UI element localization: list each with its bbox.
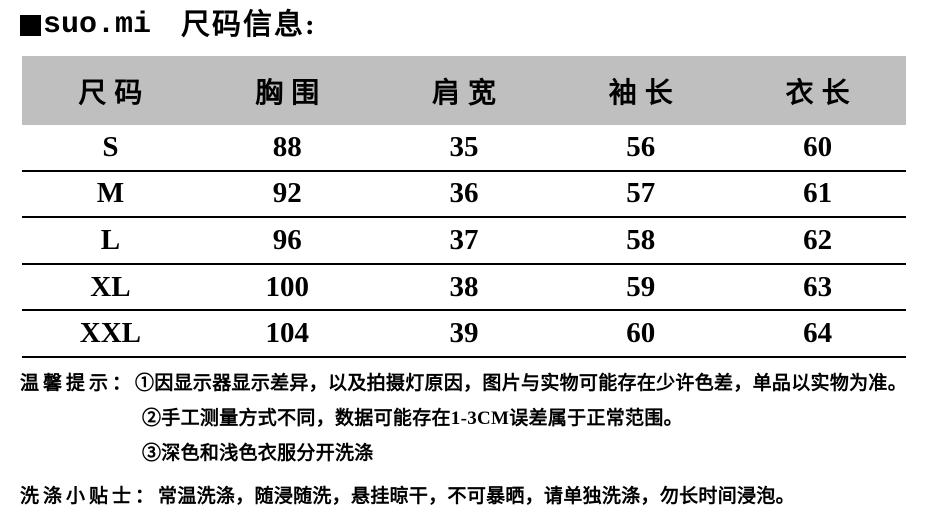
cell-sleeve: 60 [626, 317, 656, 350]
cell-shoulder: 36 [449, 177, 479, 210]
table-row-l: L 96 37 58 62 [22, 218, 906, 265]
cell-size: XXL [79, 317, 142, 350]
wash-tips-label: 洗涤小贴士： [20, 486, 159, 507]
table-row-m: M 92 36 57 61 [22, 172, 906, 219]
brand-square-icon [20, 14, 41, 36]
cell-length: 62 [803, 223, 833, 256]
header-cell-chest: 胸围 [199, 56, 376, 125]
cell-shoulder: 35 [449, 130, 479, 163]
cell-size: L [100, 223, 121, 256]
cell-chest: 100 [265, 270, 309, 303]
cell-length: 61 [803, 177, 833, 210]
cell-length: 63 [803, 270, 833, 303]
cell-shoulder: 39 [449, 317, 479, 350]
warm-tips-line-3: ③深色和浅色衣服分开洗涤 [142, 442, 374, 466]
size-info-title: 尺码信息: [181, 8, 317, 41]
header-cell-size-label: 尺码 [78, 77, 151, 109]
table-row-s: S 88 35 56 60 [22, 125, 906, 172]
cell-chest: 88 [272, 130, 302, 163]
header-cell-chest-label: 胸围 [255, 77, 328, 109]
table-row-xxl: XXL 104 39 60 64 [22, 311, 906, 358]
cell-chest: 92 [272, 177, 302, 210]
warm-tip-1: ①因显示器显示差异，以及拍摄灯原因，图片与实物可能存在少许色差，单品以实物为准。 [135, 373, 908, 394]
table-row-xl: XL 100 38 59 63 [22, 265, 906, 312]
header-cell-length: 衣长 [729, 56, 906, 125]
header-cell-size: 尺码 [22, 56, 199, 125]
cell-length: 64 [803, 317, 833, 350]
cell-chest: 96 [272, 223, 302, 256]
size-table-header-row: 尺码 胸围 肩宽 袖长 衣长 [22, 56, 906, 125]
cell-size: XL [90, 270, 131, 303]
cell-size: S [102, 130, 119, 163]
cell-sleeve: 57 [626, 177, 656, 210]
header-cell-shoulder-label: 肩宽 [431, 77, 504, 109]
cell-length: 60 [803, 130, 833, 163]
cell-sleeve: 56 [626, 130, 656, 163]
warm-tips-label: 温馨提示： [20, 373, 136, 394]
header-cell-shoulder: 肩宽 [376, 56, 553, 125]
header-cell-sleeve: 袖长 [552, 56, 729, 125]
size-table: 尺码 胸围 肩宽 袖长 衣长 S 88 35 56 60 M 92 36 57 … [22, 56, 906, 358]
wash-tips-text: 常温洗涤，随浸随洗，悬挂晾干，不可暴晒，请单独洗涤，勿长时间浸泡。 [158, 486, 795, 507]
cell-sleeve: 59 [626, 270, 656, 303]
page-title: suo.mi 尺码信息: [20, 4, 317, 46]
warm-tips-line-2: ②手工测量方式不同，数据可能存在1-3CM误差属于正常范围。 [142, 407, 683, 431]
header-cell-sleeve-label: 袖长 [608, 77, 681, 109]
cell-size: M [96, 177, 125, 210]
warm-tip-2: ②手工测量方式不同，数据可能存在1-3CM误差属于正常范围。 [142, 408, 683, 429]
brand-name: suo.mi [43, 8, 152, 42]
cell-chest: 104 [265, 317, 309, 350]
cell-shoulder: 37 [449, 223, 479, 256]
warm-tip-3: ③深色和浅色衣服分开洗涤 [142, 443, 374, 464]
cell-shoulder: 38 [449, 270, 479, 303]
warm-tips-line-1: 温馨提示：①因显示器显示差异，以及拍摄灯原因，图片与实物可能存在少许色差，单品以… [20, 372, 907, 396]
wash-tips-line: 洗涤小贴士：常温洗涤，随浸随洗，悬挂晾干，不可暴晒，请单独洗涤，勿长时间浸泡。 [20, 485, 795, 509]
header-cell-length-label: 衣长 [785, 77, 858, 109]
cell-sleeve: 58 [626, 223, 656, 256]
